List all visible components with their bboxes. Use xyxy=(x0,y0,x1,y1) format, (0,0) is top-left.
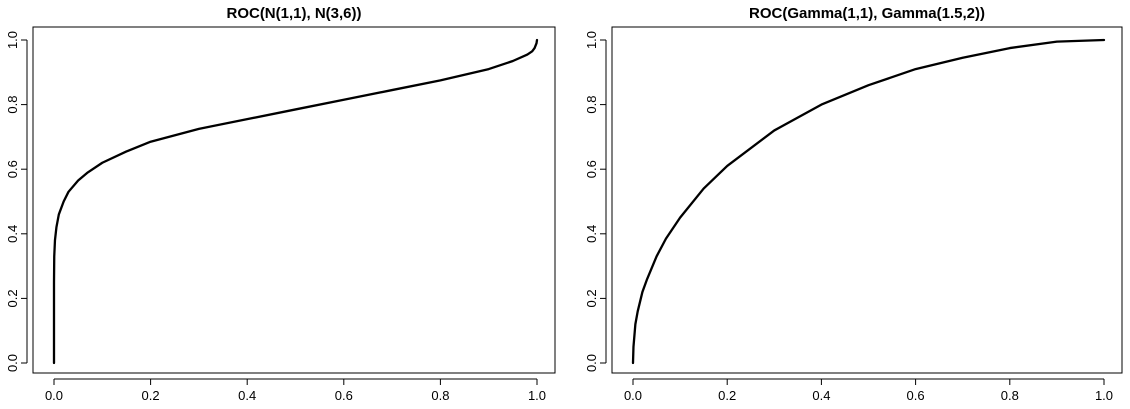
x-tick-label: 0.0 xyxy=(45,388,63,403)
y-tick-label: 0.0 xyxy=(5,354,20,372)
plot-frame xyxy=(32,26,556,374)
roc-curve-line xyxy=(52,38,539,365)
y-tick-label: 0.8 xyxy=(584,96,599,114)
x-tick-label: 0.8 xyxy=(431,388,449,403)
y-tick-label: 0.0 xyxy=(584,354,599,372)
chart-panel-1: ROC(N(1,1), N(3,6)) 0.0 0.2 0.4 0.6 0.8 1.0 0.0… xyxy=(5,5,556,403)
chart-title: ROC(Gamma(1,1), Gamma(1.5,2)) xyxy=(749,5,985,22)
plot-frame xyxy=(611,26,1123,374)
x-tick-label: 1.0 xyxy=(528,388,546,403)
x-tick-label: 0.0 xyxy=(624,388,642,403)
x-tick-label: 0.2 xyxy=(142,388,160,403)
x-tick-label: 0.4 xyxy=(238,388,256,403)
y-tick-label: 0.6 xyxy=(584,160,599,178)
y-tick-label: 0.4 xyxy=(5,225,20,243)
y-tick-label: 0.2 xyxy=(5,289,20,307)
y-tick-label: 1.0 xyxy=(5,31,20,49)
chart-title: ROC(N(1,1), N(3,6)) xyxy=(226,5,361,22)
x-tick-label: 0.4 xyxy=(812,388,830,403)
chart-panel-2: ROC(Gamma(1,1), Gamma(1.5,2)) 0.0 0.2 0.4 0.… xyxy=(584,5,1123,403)
y-tick-label: 0.8 xyxy=(5,96,20,114)
x-tick-label: 0.6 xyxy=(907,388,925,403)
y-tick-label: 0.2 xyxy=(584,289,599,307)
roc-curve-line xyxy=(631,38,1106,365)
y-tick-label: 0.4 xyxy=(584,225,599,243)
y-tick-label: 0.6 xyxy=(5,160,20,178)
x-tick-label: 0.8 xyxy=(1001,388,1019,403)
x-tick-label: 1.0 xyxy=(1095,388,1113,403)
x-tick-label: 0.6 xyxy=(335,388,353,403)
x-tick-label: 0.2 xyxy=(718,388,736,403)
y-tick-label: 1.0 xyxy=(584,31,599,49)
